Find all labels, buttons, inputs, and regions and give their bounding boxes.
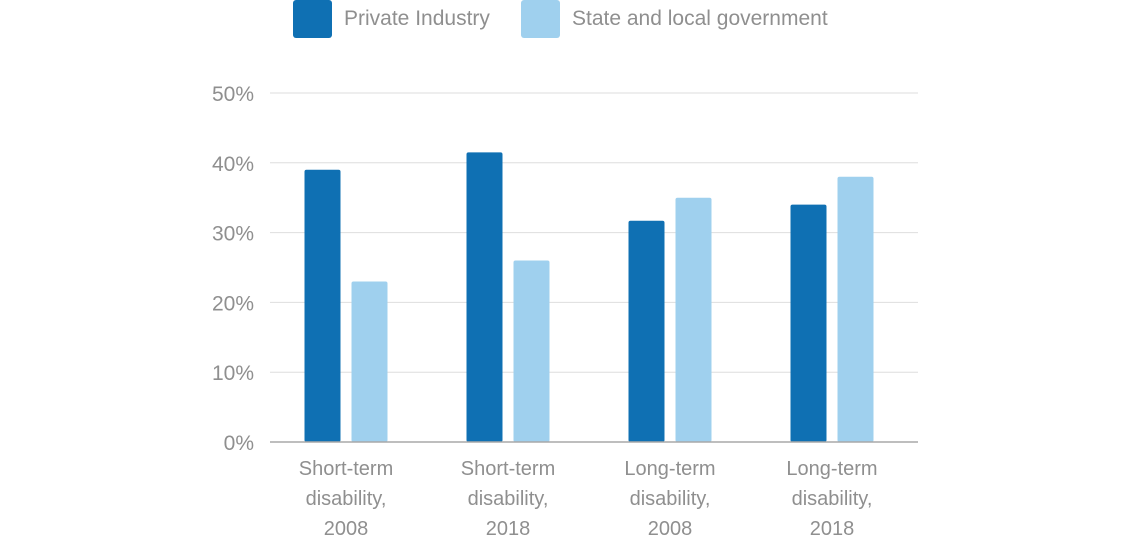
bar-private-industry-1 xyxy=(466,152,503,442)
bar-private-industry-3 xyxy=(790,204,827,442)
y-tick-label-20: 20% xyxy=(212,292,254,315)
bar-state-local-government-2 xyxy=(675,197,712,442)
x-tick-label-1: Short-term disability, 2018 xyxy=(461,458,555,540)
legend-swatch-private-industry xyxy=(293,0,332,38)
x-tick-label-3: Long-term disability, 2018 xyxy=(786,458,877,540)
legend-item-private-industry: Private Industry xyxy=(293,0,490,38)
legend-swatch-state-local-government xyxy=(521,0,560,38)
x-tick-label-2: Long-term disability, 2008 xyxy=(624,458,715,540)
legend: Private Industry State and local governm… xyxy=(0,0,1124,40)
bar-private-industry-0 xyxy=(304,169,341,442)
y-tick-label-30: 30% xyxy=(212,223,254,246)
y-tick-label-0: 0% xyxy=(224,432,254,455)
legend-label-private-industry: Private Industry xyxy=(344,7,490,30)
legend-label-state-local-government: State and local government xyxy=(572,7,828,30)
y-tick-label-50: 50% xyxy=(212,83,254,106)
y-tick-label-10: 10% xyxy=(212,362,254,385)
bar-private-industry-2 xyxy=(628,220,665,442)
y-tick-label-40: 40% xyxy=(212,153,254,176)
bar-state-local-government-0 xyxy=(351,281,388,442)
legend-item-state-local-government: State and local government xyxy=(521,0,828,38)
bar-state-local-government-1 xyxy=(513,260,550,442)
bar-state-local-government-3 xyxy=(837,176,874,442)
x-tick-label-0: Short-term disability, 2008 xyxy=(299,458,393,540)
